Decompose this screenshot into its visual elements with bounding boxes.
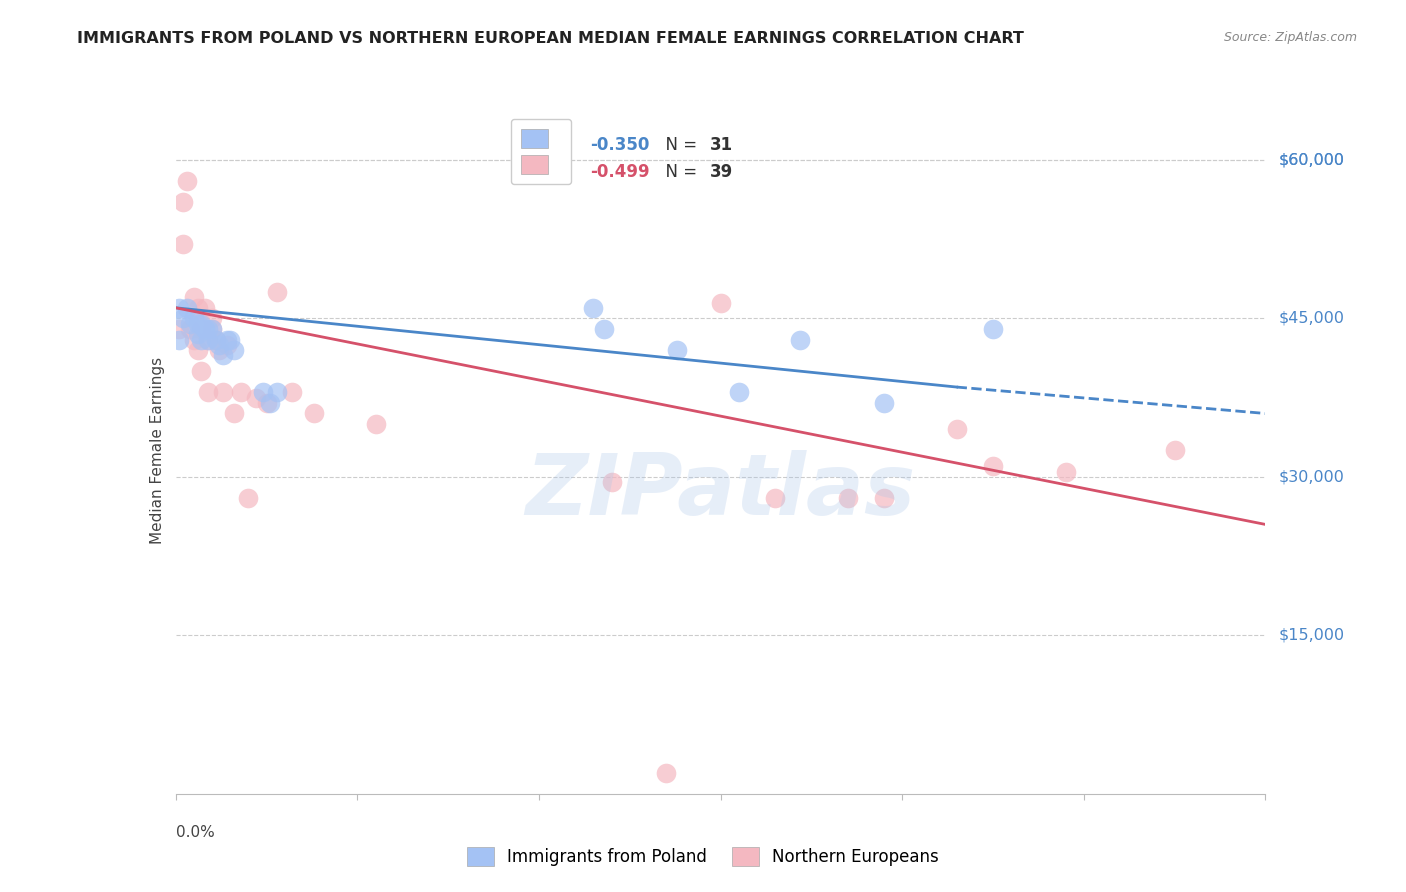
Point [176,174,198,188]
Text: $45,000: $45,000 [1278,311,1344,326]
Point [194,322,217,336]
Point [194,301,217,315]
Point [763,491,786,505]
Text: 0.0%: 0.0% [176,825,215,839]
Point [201,322,224,336]
Point [186,317,209,331]
Point [169,301,191,315]
Point [981,459,1004,474]
Text: R =: R = [541,136,576,153]
Point [190,364,212,378]
Point [256,396,278,410]
Point [190,333,212,347]
Point [245,391,267,405]
Point [172,311,194,326]
Point [364,417,387,431]
Point [238,491,260,505]
Point [208,338,231,352]
Point [194,322,217,336]
Point [600,475,623,490]
Y-axis label: Median Female Earnings: Median Female Earnings [149,357,165,544]
Point [593,322,616,336]
Point [222,407,245,421]
Text: $30,000: $30,000 [1278,469,1344,484]
Point [186,343,209,357]
Point [169,322,191,336]
Point [204,333,226,347]
Point [302,407,325,421]
Point [197,385,219,400]
Point [212,348,235,362]
Point [179,317,201,331]
Point [204,333,226,347]
Text: 39: 39 [710,163,733,181]
Point [259,396,281,410]
Point [582,301,605,315]
Point [179,322,201,336]
Point [981,322,1004,336]
Point [172,195,194,210]
Point [789,333,811,347]
Point [208,343,231,357]
Text: Source: ZipAtlas.com: Source: ZipAtlas.com [1223,31,1357,45]
Point [201,322,224,336]
Point [222,343,245,357]
Text: R =: R = [541,163,576,181]
Point [837,491,859,505]
Point [266,385,288,400]
Text: ZIPatlas: ZIPatlas [526,450,915,533]
Legend: Immigrants from Poland, Northern Europeans: Immigrants from Poland, Northern Europea… [461,840,945,873]
Point [183,290,205,304]
Text: $60,000: $60,000 [1278,153,1344,168]
Point [266,285,288,299]
Point [197,333,219,347]
Point [710,295,733,310]
Point [727,385,749,400]
Legend: , : , [510,119,571,184]
Text: N =: N = [655,136,703,153]
Point [945,422,967,436]
Point [183,311,205,326]
Text: 31: 31 [710,136,733,153]
Point [231,385,253,400]
Point [169,333,191,347]
Point [281,385,304,400]
Point [215,333,238,347]
Point [219,333,242,347]
Text: $15,000: $15,000 [1278,628,1344,643]
Point [1054,465,1077,479]
Point [197,333,219,347]
Text: IMMIGRANTS FROM POLAND VS NORTHERN EUROPEAN MEDIAN FEMALE EARNINGS CORRELATION C: IMMIGRANTS FROM POLAND VS NORTHERN EUROP… [77,31,1024,46]
Point [183,333,205,347]
Point [176,301,198,315]
Point [873,491,896,505]
Text: -0.350: -0.350 [591,136,650,153]
Point [190,317,212,331]
Point [252,385,274,400]
Point [215,338,238,352]
Point [186,327,209,342]
Point [666,343,689,357]
Text: N =: N = [655,163,703,181]
Text: -0.499: -0.499 [591,163,650,181]
Text: $60,000: $60,000 [1278,153,1344,168]
Point [1163,443,1185,458]
Point [201,311,224,326]
Point [212,385,235,400]
Point [873,396,896,410]
Point [172,237,194,252]
Point [197,322,219,336]
Point [190,322,212,336]
Point [655,765,678,780]
Point [186,301,209,315]
